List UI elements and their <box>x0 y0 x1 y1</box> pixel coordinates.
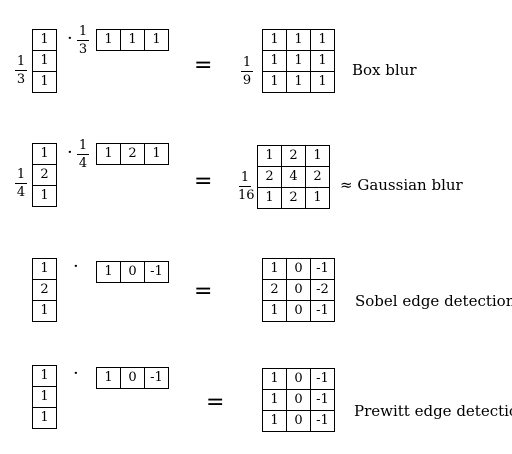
result-matrix: 1 0 -1 2 0 -2 1 0 -1 <box>262 258 335 322</box>
matrix-cell: 1 <box>310 71 335 93</box>
kernel-label: Box blur <box>352 61 417 79</box>
vector-cell: -1 <box>144 367 169 389</box>
vector-cell: 1 <box>32 258 57 280</box>
matrix-cell: 1 <box>286 71 311 93</box>
equals-sign: = <box>194 279 213 304</box>
matrix-cell: -2 <box>310 279 335 301</box>
matrix-cell: 1 <box>262 410 287 432</box>
fraction-bar <box>77 154 89 155</box>
matrix-cell: -1 <box>310 300 335 322</box>
matrix-cell: 1 <box>305 187 330 209</box>
matrix-cell: 1 <box>262 389 287 411</box>
vector-cell: 1 <box>32 365 57 387</box>
matrix-cell: 0 <box>286 389 311 411</box>
matrix-cell: 1 <box>310 50 335 72</box>
fraction-bar <box>15 70 27 71</box>
row-vector: 1 2 1 <box>96 143 169 165</box>
multiply-dot: · <box>67 142 73 163</box>
kernel-label: Sobel edge detection <box>355 292 512 310</box>
result-matrix: 1 0 -1 1 0 -1 1 0 -1 <box>262 368 335 432</box>
vector-cell: 1 <box>32 300 57 322</box>
equals-sign: = <box>194 53 213 78</box>
row-vector: 1 1 1 <box>96 29 169 51</box>
equals-sign: = <box>206 390 225 415</box>
multiply-dot: · <box>67 28 73 49</box>
vector-cell: 1 <box>96 367 121 389</box>
fraction-numerator: 1 <box>78 24 88 39</box>
matrix-cell: -1 <box>310 410 335 432</box>
column-vector: 1 1 1 <box>32 365 57 429</box>
vector-cell: 1 <box>32 185 57 207</box>
vector-cell: 1 <box>32 71 57 93</box>
column-vector: 1 1 1 <box>32 29 57 93</box>
fraction-denominator: 3 <box>16 72 26 87</box>
fraction-denominator: 16 <box>238 188 255 203</box>
vector-cell: 0 <box>120 261 145 283</box>
column-vector: 1 2 1 <box>32 143 57 207</box>
row-fraction: 1 3 <box>76 25 90 57</box>
equals-sign: = <box>194 169 213 194</box>
fraction-denominator: 4 <box>78 156 88 171</box>
fraction-bar <box>239 186 251 187</box>
vector-cell: 1 <box>144 29 169 51</box>
fraction-denominator: 9 <box>242 73 252 88</box>
kernel-label: Prewitt edge detection <box>354 402 512 420</box>
fraction-bar <box>241 71 253 72</box>
matrix-cell: -1 <box>310 258 335 280</box>
matrix-cell: 1 <box>262 368 287 390</box>
fraction-numerator: 1 <box>242 55 252 70</box>
matrix-cell: -1 <box>310 389 335 411</box>
fraction-denominator: 3 <box>78 42 88 57</box>
row-sobel: 1 2 1 · 1 0 -1 = 1 0 -1 2 0 -2 1 0 -1 Sobel ed… <box>32 256 512 322</box>
fraction-bar <box>77 40 89 41</box>
result-fraction: 1 16 <box>238 170 255 203</box>
row-vector: 1 0 -1 <box>96 261 169 283</box>
vector-cell: 1 <box>96 143 121 165</box>
matrix-cell: 0 <box>286 410 311 432</box>
fraction-numerator: 1 <box>78 138 88 153</box>
fraction-numerator: 1 <box>240 170 250 185</box>
vector-cell: -1 <box>144 261 169 283</box>
matrix-cell: -1 <box>310 368 335 390</box>
column-vector: 1 2 1 <box>32 258 57 322</box>
vector-cell: 0 <box>120 367 145 389</box>
kernel-label: ≈ Gaussian blur <box>340 176 463 194</box>
fraction-numerator: 1 <box>16 167 26 182</box>
matrix-cell: 0 <box>286 368 311 390</box>
fraction-bar <box>15 183 27 184</box>
row-fraction: 1 4 <box>76 139 90 171</box>
vector-cell: 1 <box>32 386 57 408</box>
fraction-denominator: 4 <box>16 185 26 200</box>
row-vector: 1 0 -1 <box>96 367 169 389</box>
matrix-cell: 2 <box>281 187 306 209</box>
matrix-cell: 1 <box>262 300 287 322</box>
result-fraction: 1 9 <box>240 56 254 88</box>
vector-cell: 1 <box>144 143 169 165</box>
vector-cell: 1 <box>32 407 57 429</box>
multiply-dot: · <box>73 363 79 384</box>
fraction-numerator: 1 <box>16 54 26 69</box>
col-fraction: 1 4 <box>14 168 28 200</box>
col-fraction: 1 3 <box>14 55 28 87</box>
multiply-dot: · <box>73 256 79 277</box>
